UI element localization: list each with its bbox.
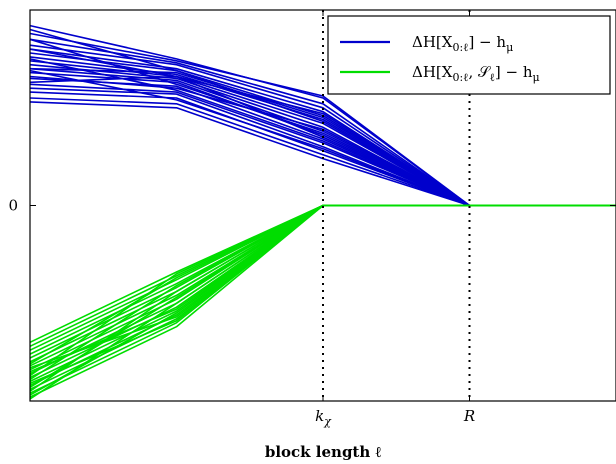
y-tick-label-1: 0 <box>8 197 18 215</box>
legend-box <box>327 15 611 95</box>
series-2 <box>29 204 616 400</box>
legend-label-1: ΔH[X0:ℓ] − hμ <box>412 33 513 54</box>
legend-label-2: ΔH[X0:ℓ, 𝒮ℓ] − hμ <box>412 63 540 84</box>
x-axis-label: block length ℓ <box>265 443 382 461</box>
legend: ΔH[X0:ℓ] − hμ ΔH[X0:ℓ, 𝒮ℓ] − hμ <box>327 15 611 95</box>
series-2-line-7 <box>29 204 616 375</box>
plot-lines <box>29 24 616 400</box>
series-2-line-25 <box>29 204 616 369</box>
x-tick-label-1: kχ <box>315 407 332 428</box>
series-2-line-22 <box>29 204 616 385</box>
series-2-line-4 <box>29 204 616 387</box>
series-2-line-15 <box>29 204 616 344</box>
x-tick-label-2: R <box>463 407 475 425</box>
